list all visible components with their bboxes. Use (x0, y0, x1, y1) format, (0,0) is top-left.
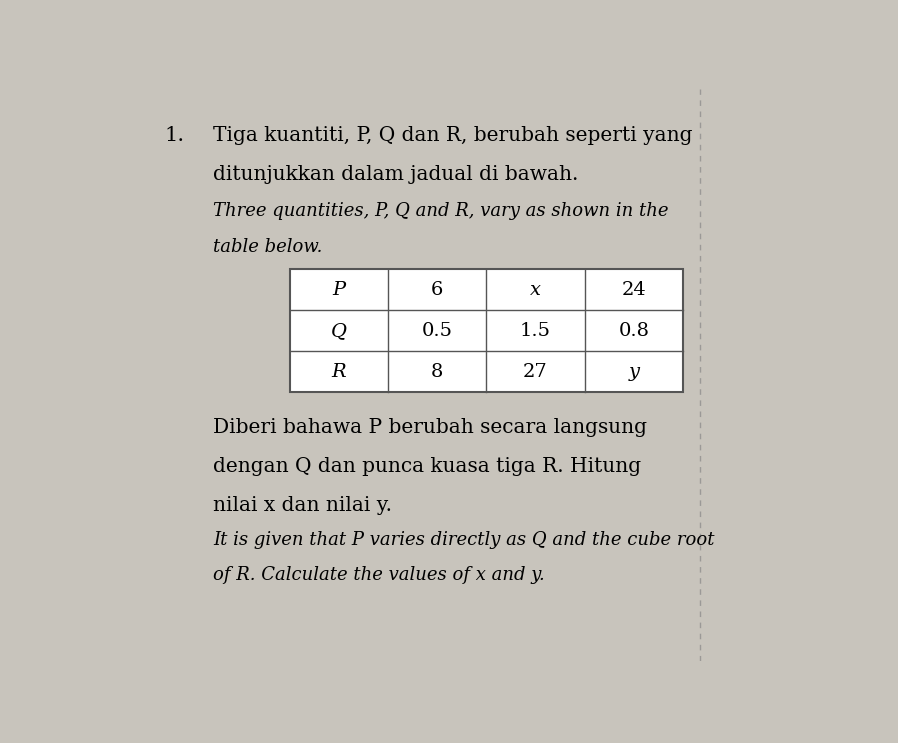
Text: 0.8: 0.8 (619, 322, 649, 340)
Text: ditunjukkan dalam jadual di bawah.: ditunjukkan dalam jadual di bawah. (213, 165, 578, 184)
Text: Q: Q (330, 322, 347, 340)
Text: 27: 27 (524, 363, 548, 381)
Text: table below.: table below. (213, 238, 322, 256)
Text: dengan Q dan punca kuasa tiga R. Hitung: dengan Q dan punca kuasa tiga R. Hitung (213, 457, 641, 476)
Text: nilai x dan nilai y.: nilai x dan nilai y. (213, 496, 392, 515)
Text: x: x (530, 281, 541, 299)
Text: 24: 24 (621, 281, 647, 299)
Text: 1.5: 1.5 (520, 322, 551, 340)
Text: P: P (332, 281, 346, 299)
Text: 8: 8 (431, 363, 444, 381)
Text: of R. Calculate the values of x and y.: of R. Calculate the values of x and y. (213, 566, 545, 585)
Text: R: R (331, 363, 347, 381)
Bar (290, 270, 683, 392)
Text: 0.5: 0.5 (422, 322, 453, 340)
Text: 1.: 1. (164, 126, 185, 146)
Text: It is given that P varies directly as Q and the cube root: It is given that P varies directly as Q … (213, 531, 715, 549)
Text: Diberi bahawa P berubah secara langsung: Diberi bahawa P berubah secara langsung (213, 418, 647, 437)
Text: Three quantities, P, Q and R, vary as shown in the: Three quantities, P, Q and R, vary as sh… (213, 202, 669, 220)
Text: Tiga kuantiti, P, Q dan R, berubah seperti yang: Tiga kuantiti, P, Q dan R, berubah seper… (213, 126, 692, 146)
Text: y: y (629, 363, 639, 381)
Text: 6: 6 (431, 281, 444, 299)
